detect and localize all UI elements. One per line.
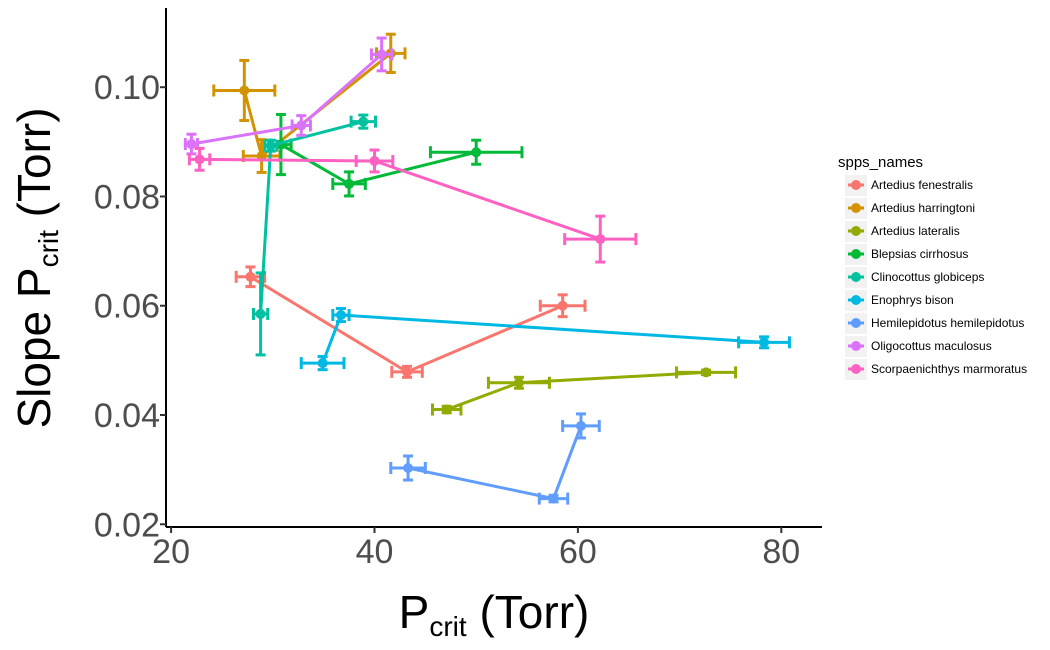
legend-key-point xyxy=(851,341,861,351)
series-group xyxy=(251,113,378,357)
x-axis-title-sub: crit xyxy=(429,611,467,642)
data-point xyxy=(186,139,197,150)
legend-label: Artedius harringtoni xyxy=(871,201,975,215)
data-point xyxy=(441,404,452,415)
legend-label: Enophrys bison xyxy=(871,293,954,307)
series-group xyxy=(299,306,791,372)
legend-label: Oligocottus maculosus xyxy=(871,339,992,353)
legend: spps_names Artedius fenestralisArtedius … xyxy=(838,154,1027,380)
x-tick-label: 20 xyxy=(152,533,190,571)
legend-key-point xyxy=(851,203,861,213)
y-axis-title-space xyxy=(8,217,60,230)
legend-label: Artedius lateralis xyxy=(871,224,960,238)
y-tick-label: 0.06 xyxy=(94,288,160,326)
legend-key-point xyxy=(851,180,861,190)
series-line xyxy=(249,275,564,374)
y-tick-label: 0.10 xyxy=(94,69,160,107)
y-axis-title-unit: (Torr) xyxy=(8,107,60,217)
x-axis-title: Pcrit (Torr) xyxy=(399,586,590,642)
data-point xyxy=(194,154,205,165)
series-line xyxy=(191,53,383,146)
legend-key-point xyxy=(851,272,861,282)
data-point xyxy=(513,377,524,388)
x-tick-label: 80 xyxy=(762,533,800,571)
data-point xyxy=(239,85,250,96)
legend-label: Artedius fenestralis xyxy=(871,178,973,192)
x-axis-title-main: P xyxy=(399,586,430,638)
y-axis-title-sub: crit xyxy=(33,230,64,268)
legend-title: spps_names xyxy=(838,154,923,171)
series-line xyxy=(321,313,765,364)
data-point xyxy=(595,234,606,245)
data-point xyxy=(701,367,712,378)
series-group xyxy=(183,36,394,156)
legend-items: Artedius fenestralis Artedius harringtoni… xyxy=(845,175,1027,380)
legend-label: Blepsias cirrhosus xyxy=(871,247,968,261)
data-point xyxy=(369,155,380,166)
data-point xyxy=(548,493,559,504)
y-axis-title-main: Slope P xyxy=(8,267,60,428)
data-point xyxy=(255,308,266,319)
legend-key-point xyxy=(851,295,861,305)
series-line xyxy=(407,425,583,501)
data-point xyxy=(376,49,387,60)
y-tick-label: 0.08 xyxy=(94,178,160,216)
legend-label: Scorpaenichthys marmoratus xyxy=(871,362,1027,376)
series-group xyxy=(430,366,738,416)
data-point xyxy=(403,462,414,473)
legend-key-point xyxy=(851,364,861,374)
data-point xyxy=(358,116,369,127)
data-point xyxy=(575,420,586,431)
data-point xyxy=(245,271,256,282)
series-group xyxy=(234,265,587,379)
x-axis-title-unit: (Torr) xyxy=(479,586,589,638)
data-point xyxy=(335,310,346,321)
y-tick-label: 0.04 xyxy=(94,397,160,435)
series-group xyxy=(389,412,601,505)
axis-ticks: 20 40 60 80 0.02 0.04 0.06 0.08 0.10 xyxy=(94,69,800,571)
data-point xyxy=(557,300,568,311)
legend-label: Hemilepidotus hemilepidotus xyxy=(871,316,1024,330)
x-tick-label: 40 xyxy=(356,533,394,571)
data-point xyxy=(265,140,276,151)
legend-key-point xyxy=(851,249,861,259)
data-point xyxy=(471,147,482,158)
legend-key-point xyxy=(851,318,861,328)
series-group xyxy=(187,146,638,264)
y-axis-title: Slope Pcrit (Torr) xyxy=(8,107,64,428)
data-point xyxy=(344,178,355,189)
data-point xyxy=(402,366,413,377)
y-tick-label: 0.02 xyxy=(94,506,160,544)
x-axis-title-space xyxy=(467,586,480,638)
x-tick-label: 60 xyxy=(559,533,597,571)
series-line xyxy=(446,370,707,411)
data-point xyxy=(317,358,328,369)
legend-key-point xyxy=(851,226,861,236)
plot-area xyxy=(183,32,791,505)
legend-label: Clinocottus globiceps xyxy=(871,270,984,284)
data-point xyxy=(759,337,770,348)
data-point xyxy=(296,120,307,131)
series-group xyxy=(269,113,524,198)
